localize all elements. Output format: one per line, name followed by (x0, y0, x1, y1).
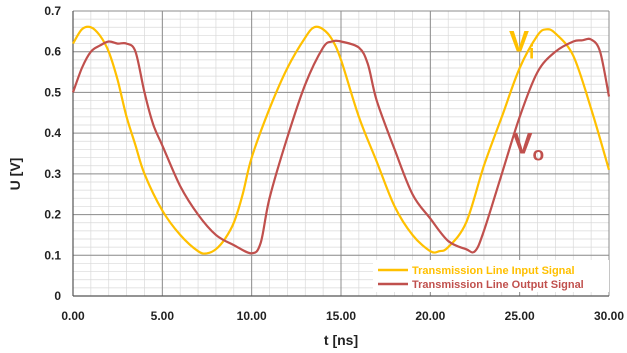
series-line-input (72, 25, 611, 255)
series-line-output (71, 37, 611, 255)
curve-annotation: Vi (509, 26, 534, 64)
y-tick-label: 0.7 (44, 4, 61, 18)
legend-label: Transmission Line Output Signal (412, 279, 584, 291)
curve-annotation: Vo (513, 128, 545, 166)
y-tick-label: 0.2 (44, 208, 61, 222)
axes (72, 11, 609, 297)
y-tick-label: 0.5 (44, 85, 61, 99)
y-tick-label: 0 (54, 289, 61, 303)
y-tick-label: 0.4 (44, 126, 61, 140)
x-tick-labels: 0.00 5.00 10.00 15.00 20.00 25.00 30.00 (61, 309, 624, 323)
x-tick-label: 25.00 (505, 309, 535, 323)
annotations: Vi Vo (509, 26, 544, 166)
legend-label: Transmission Line Input Signal (412, 265, 575, 277)
x-tick-label: 15.00 (326, 309, 356, 323)
y-tick-label: 0.6 (44, 45, 61, 59)
x-tick-label: 0.00 (61, 309, 85, 323)
series-lines (71, 25, 611, 255)
y-tick-label: 0.1 (44, 248, 61, 262)
x-tick-label: 10.00 (237, 309, 267, 323)
x-axis-label: t [ns] (324, 332, 358, 348)
x-tick-label: 20.00 (415, 309, 445, 323)
y-axis-label: U [V] (7, 158, 23, 191)
x-tick-label: 30.00 (594, 309, 624, 323)
y-tick-label: 0.3 (44, 167, 61, 181)
legend: Transmission Line Input Signal Transmissi… (373, 260, 609, 292)
x-tick-label: 5.00 (151, 309, 175, 323)
y-tick-labels: 0 0.1 0.2 0.3 0.4 0.5 0.6 0.7 (44, 4, 61, 303)
legend-box (373, 260, 609, 292)
